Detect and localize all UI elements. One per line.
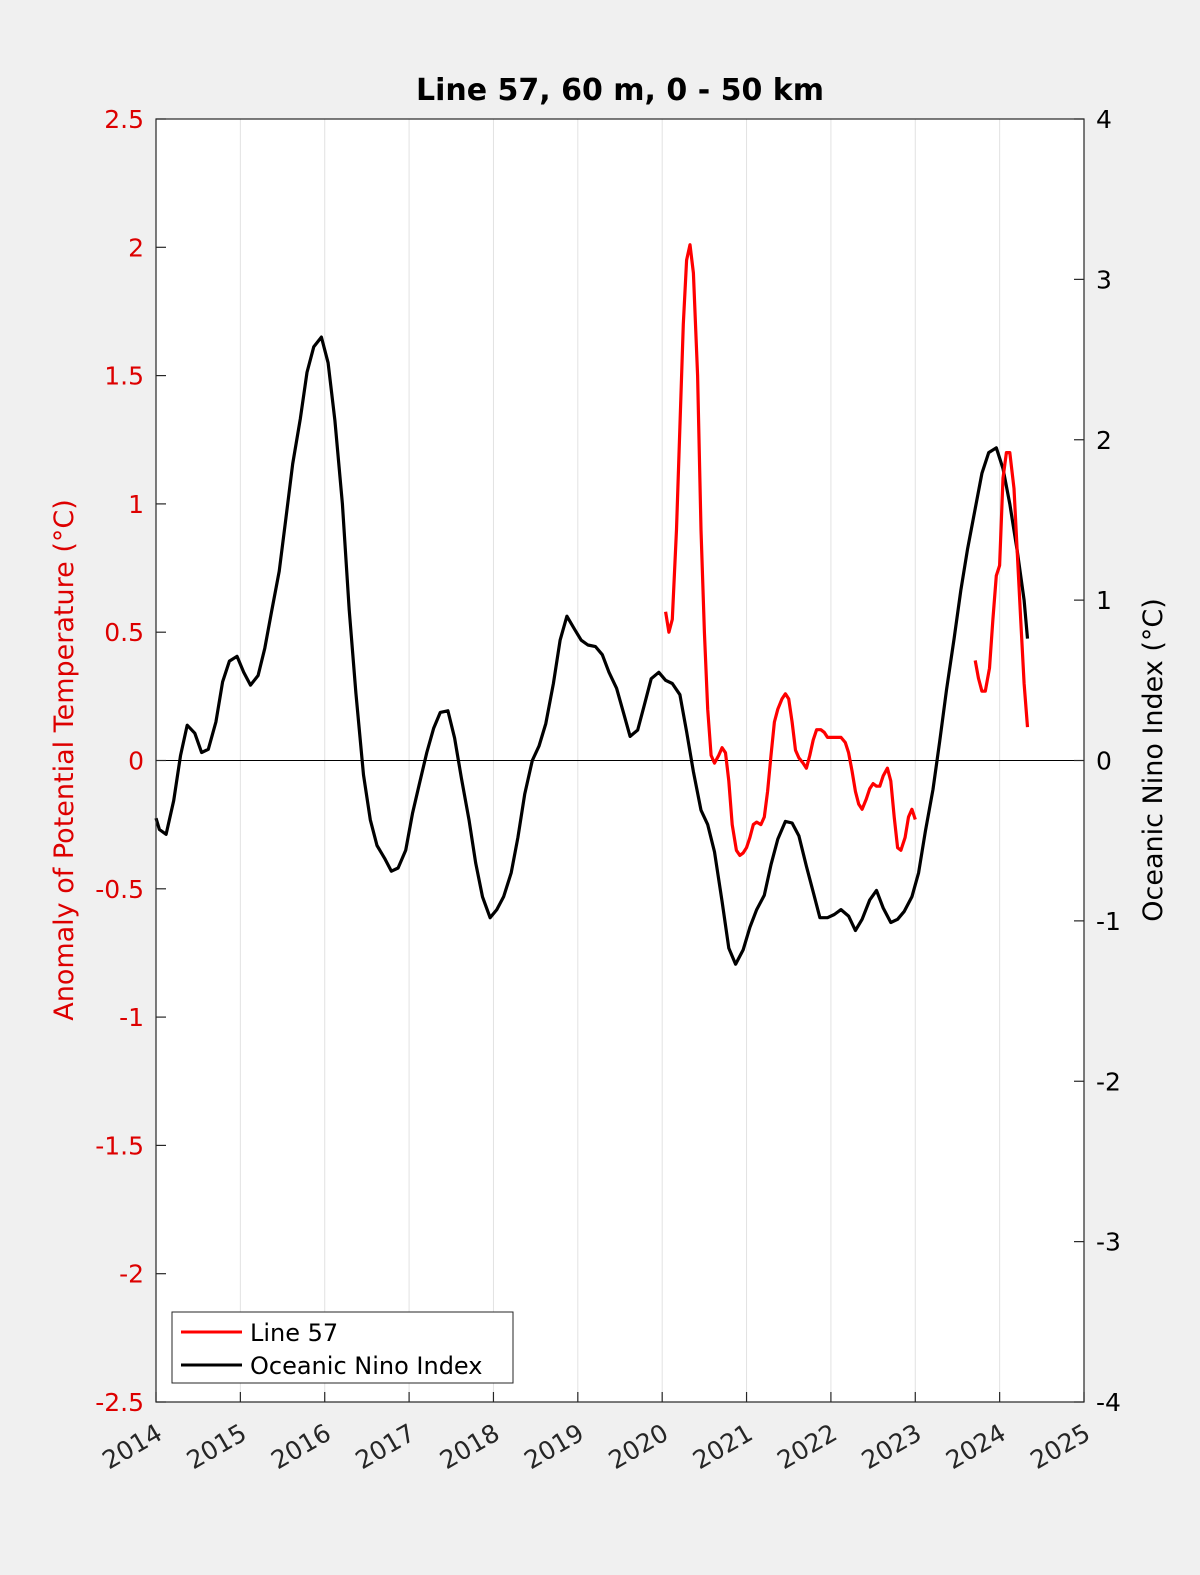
- y-axis-right-label: Oceanic Nino Index (°C): [1138, 598, 1169, 922]
- x-tick-label: 2023: [857, 1418, 927, 1475]
- x-tick-label: 2015: [182, 1418, 252, 1475]
- y-left-tick-label: 2.5: [104, 105, 144, 134]
- y-right-tick-label: 3: [1096, 265, 1112, 294]
- y-left-tick-label: -2.5: [95, 1388, 144, 1417]
- y-right-tick-label: -4: [1096, 1388, 1121, 1417]
- y-left-tick-label: -1: [119, 1003, 144, 1032]
- legend-label-oni: Oceanic Nino Index: [250, 1352, 482, 1380]
- y-left-tick-label: 1.5: [104, 362, 144, 391]
- series-line-line-57: [973, 451, 1030, 728]
- y-axis-left-label: Anomaly of Potential Temperature (°C): [49, 499, 80, 1021]
- x-tick-label: 2016: [266, 1418, 336, 1475]
- y-left-tick-label: 0.5: [104, 618, 144, 647]
- y-right-tick-label: -2: [1096, 1067, 1121, 1096]
- series-line-oceanic-nino-index: [154, 335, 1030, 966]
- y-left-tick-label: 0: [128, 747, 144, 776]
- x-tick-label: 2021: [688, 1418, 758, 1475]
- x-tick-label: 2024: [941, 1418, 1011, 1475]
- x-tick-label: 2025: [1025, 1418, 1095, 1475]
- y-left-tick-label: 2: [128, 233, 144, 262]
- x-tick-label: 2018: [435, 1418, 505, 1475]
- series-layer: [154, 243, 1030, 966]
- x-tick-label: 2020: [604, 1418, 674, 1475]
- y-left-tick-label: -2: [119, 1260, 144, 1289]
- y-right-tick-label: 2: [1096, 426, 1112, 455]
- y-left-tick-label: -1.5: [95, 1131, 144, 1160]
- x-tick-label: 2014: [97, 1418, 167, 1475]
- series-line-line-57: [664, 243, 917, 857]
- y-right-tick-label: 0: [1096, 747, 1112, 776]
- y-right-tick-label: 4: [1096, 105, 1112, 134]
- legend-box: [171, 1311, 514, 1384]
- y-left-tick-label: -0.5: [95, 875, 144, 904]
- chart-title: Line 57, 60 m, 0 - 50 km: [416, 73, 824, 108]
- y-left-tick-label: 1: [128, 490, 144, 519]
- legend: Line 57 Oceanic Nino Index: [171, 1311, 514, 1384]
- x-tick-label: 2017: [350, 1418, 420, 1475]
- x-tick-label: 2019: [519, 1418, 589, 1475]
- legend-label-line57: Line 57: [250, 1319, 338, 1347]
- x-tick-label: 2022: [772, 1418, 842, 1475]
- y-right-tick-label: -3: [1096, 1228, 1121, 1257]
- y-right-tick-label: 1: [1096, 586, 1112, 615]
- y-right-tick-label: -1: [1096, 907, 1121, 936]
